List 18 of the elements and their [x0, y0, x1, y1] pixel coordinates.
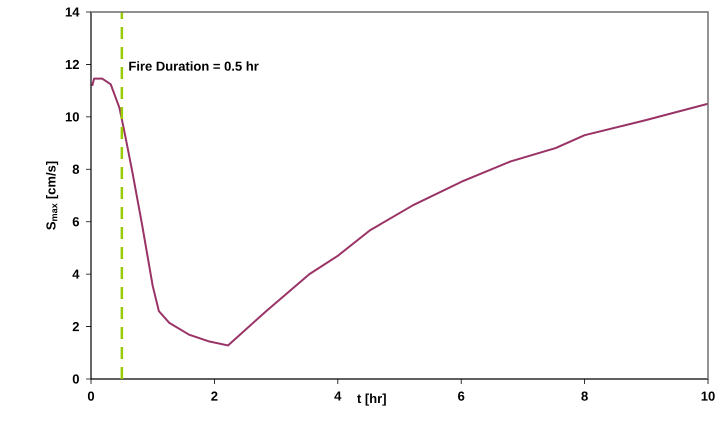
y-tick-label: 12	[66, 60, 79, 69]
x-tick-label: 8	[581, 392, 588, 401]
x-tick-label: 4	[334, 392, 342, 400]
y-tick-label: 8	[72, 164, 80, 174]
y-axis-title: S$_{max}$ [cm/s]	[46, 162, 58, 230]
y-tick-label: 4	[72, 270, 80, 279]
x-axis-title: t [hr]	[357, 394, 386, 406]
line-series	[91, 78, 710, 346]
y-tick-label: 10	[66, 112, 79, 122]
x-tick-label: 0	[88, 392, 94, 401]
x-tick-label: 10	[702, 392, 715, 401]
y-tick-label: 6	[72, 217, 79, 226]
y-tick-label: 0	[72, 374, 79, 384]
y-tick-label: 2	[72, 322, 79, 332]
x-tick-label: 2	[211, 392, 218, 401]
y-tick-label: 14	[66, 8, 80, 16]
x-tick-label: 6	[458, 392, 464, 401]
ref-line-label: Fire Duration = 0.5 hr	[129, 61, 259, 71]
